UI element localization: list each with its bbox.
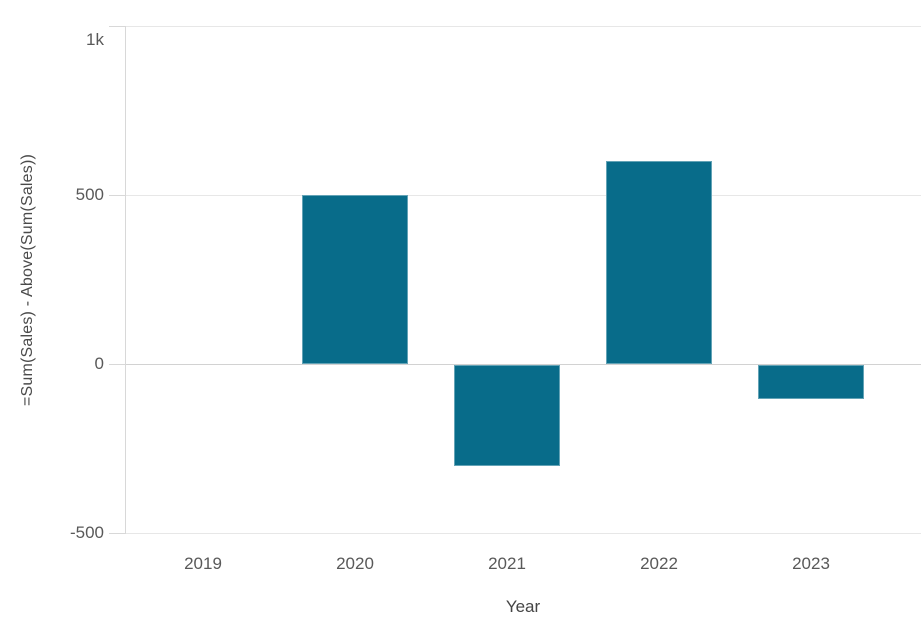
y-axis-tick	[109, 364, 125, 365]
x-axis-title: Year	[505, 597, 541, 616]
y-tick-label: -500	[69, 523, 104, 542]
zero-gridline	[125, 364, 921, 365]
bar-2021[interactable]	[454, 365, 560, 466]
gridline	[125, 195, 921, 196]
y-tick-label: 500	[75, 185, 104, 204]
bar-2020[interactable]	[302, 195, 408, 364]
y-axis-line	[125, 26, 126, 534]
gridline	[125, 26, 921, 27]
y-axis-tick	[109, 195, 125, 196]
x-tick-label: 2020	[336, 554, 374, 573]
bar-2023[interactable]	[758, 365, 864, 399]
y-axis-tick	[109, 26, 125, 27]
bar-2022[interactable]	[606, 161, 712, 364]
x-tick-label: 2021	[488, 554, 526, 573]
y-axis-tick	[109, 533, 125, 534]
y-tick-label: 0	[94, 354, 104, 373]
x-tick-label: 2022	[640, 554, 678, 573]
x-tick-label: 2019	[184, 554, 222, 573]
x-tick-label: 2023	[792, 554, 830, 573]
gridline	[125, 533, 921, 534]
y-tick-label: 1k	[86, 30, 104, 49]
